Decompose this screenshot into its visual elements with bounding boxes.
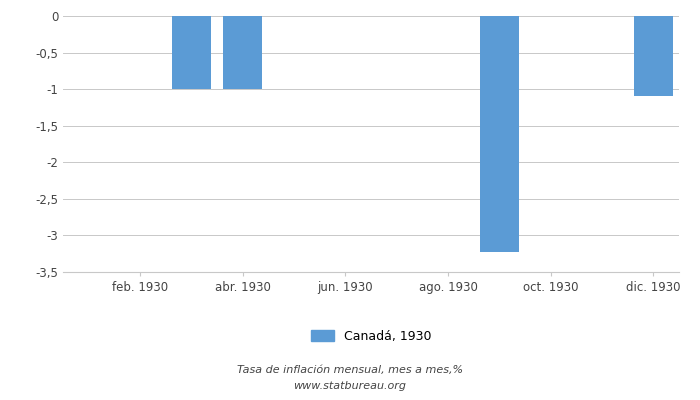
Bar bbox=[634, 16, 673, 96]
Bar bbox=[480, 16, 519, 252]
Bar bbox=[172, 16, 211, 89]
Text: www.statbureau.org: www.statbureau.org bbox=[293, 381, 407, 391]
Text: Tasa de inflación mensual, mes a mes,%: Tasa de inflación mensual, mes a mes,% bbox=[237, 365, 463, 375]
Legend: Canadá, 1930: Canadá, 1930 bbox=[306, 325, 436, 348]
Bar bbox=[223, 16, 262, 89]
